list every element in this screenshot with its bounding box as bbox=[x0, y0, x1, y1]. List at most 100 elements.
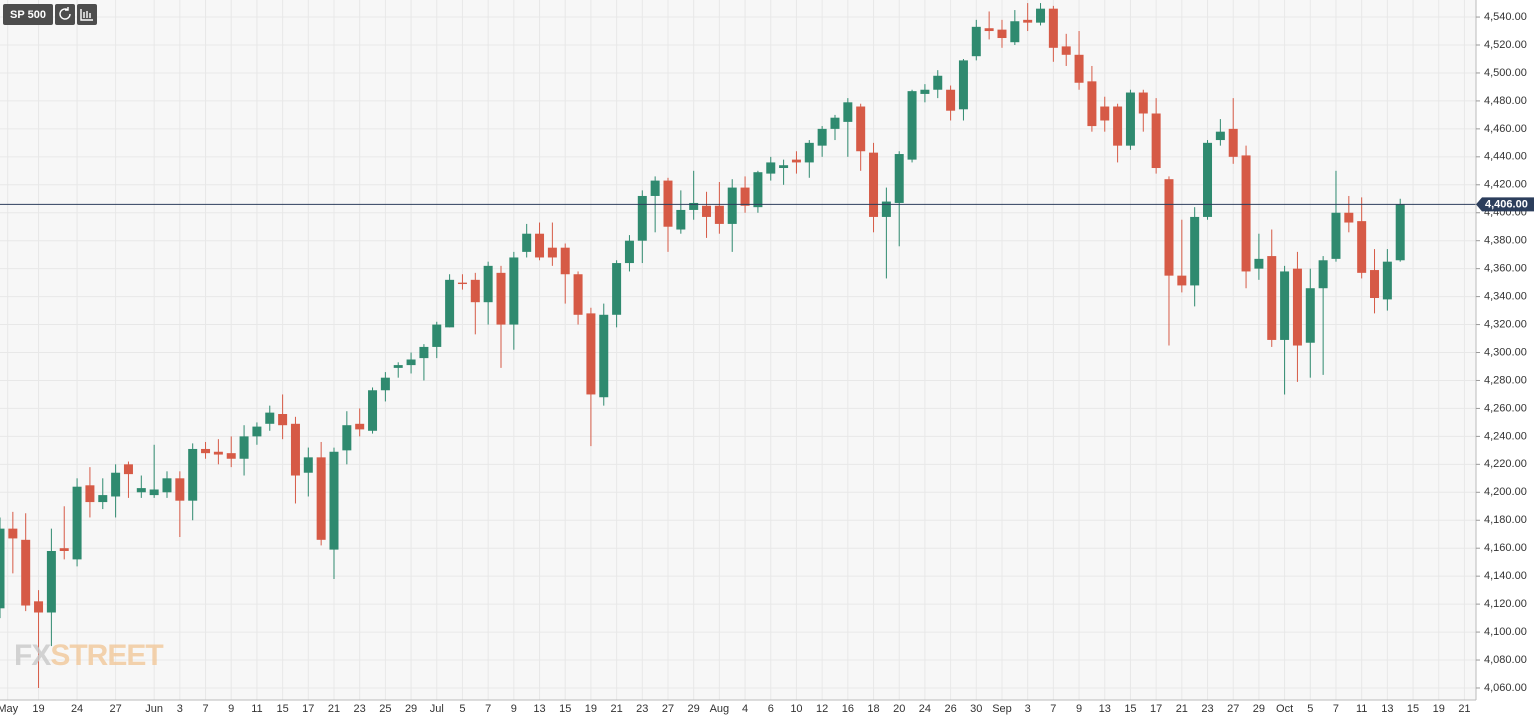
x-tick-label: 9 bbox=[511, 703, 517, 715]
candle-body bbox=[1395, 204, 1405, 261]
x-tick-label: 13 bbox=[1381, 703, 1393, 715]
candle-body bbox=[1151, 113, 1161, 169]
y-tick-label: 4,080.00 bbox=[1484, 654, 1527, 666]
candle-body bbox=[1215, 131, 1225, 141]
candle-body bbox=[689, 202, 699, 210]
candle-body bbox=[1164, 179, 1174, 276]
watermark-street-text: STREET bbox=[50, 639, 163, 672]
candle-body bbox=[766, 162, 776, 174]
refresh-button[interactable] bbox=[55, 4, 75, 25]
candle-body bbox=[445, 279, 455, 328]
x-tick-label: Jun bbox=[145, 703, 163, 715]
candle-body bbox=[727, 187, 737, 224]
candle-body bbox=[1125, 92, 1135, 146]
candle-body bbox=[162, 478, 172, 493]
candle-body bbox=[1228, 128, 1238, 157]
chart-type-icon bbox=[80, 9, 93, 21]
x-tick-label: Sep bbox=[992, 703, 1012, 715]
candle-body bbox=[676, 209, 686, 230]
candle-body bbox=[1241, 155, 1251, 272]
y-tick-label: 4,160.00 bbox=[1484, 542, 1527, 554]
candle-body bbox=[1254, 258, 1264, 269]
x-tick-label: 27 bbox=[1227, 703, 1239, 715]
candle-body bbox=[265, 412, 275, 424]
y-tick-label: 4,120.00 bbox=[1484, 598, 1527, 610]
candle-body bbox=[740, 187, 750, 206]
candle-body bbox=[123, 464, 133, 475]
candle-body bbox=[59, 548, 69, 551]
candle-body bbox=[971, 26, 981, 57]
y-tick-label: 4,100.00 bbox=[1484, 626, 1527, 638]
y-tick-label: 4,460.00 bbox=[1484, 123, 1527, 135]
x-tick-label: 19 bbox=[585, 703, 597, 715]
candle-body bbox=[791, 159, 801, 163]
y-tick-label: 4,420.00 bbox=[1484, 179, 1527, 191]
x-tick-label: 13 bbox=[1099, 703, 1111, 715]
x-tick-label: 24 bbox=[919, 703, 931, 715]
candle-body bbox=[1190, 216, 1200, 286]
y-tick-label: 4,260.00 bbox=[1484, 402, 1527, 414]
candle-body bbox=[535, 233, 545, 258]
price-label: 4,406.00 bbox=[1485, 198, 1528, 210]
candle-body bbox=[881, 201, 891, 217]
candle-body bbox=[239, 436, 249, 459]
candle-body bbox=[702, 205, 712, 217]
candle-body bbox=[817, 128, 827, 146]
candle-body bbox=[1113, 106, 1123, 146]
x-tick-label: 21 bbox=[610, 703, 622, 715]
x-tick-label: 23 bbox=[1201, 703, 1213, 715]
plot-area bbox=[0, 0, 1476, 700]
candle-body bbox=[753, 172, 763, 208]
candle-body bbox=[637, 195, 647, 241]
y-tick-label: 4,220.00 bbox=[1484, 458, 1527, 470]
candle-body bbox=[1344, 212, 1354, 223]
candle-body bbox=[355, 423, 365, 430]
candle-body bbox=[1267, 256, 1277, 340]
candle-body bbox=[329, 451, 339, 550]
x-tick-label: 5 bbox=[1307, 703, 1313, 715]
y-tick-label: 4,520.00 bbox=[1484, 39, 1527, 51]
candle-body bbox=[226, 453, 236, 459]
candle-body bbox=[303, 457, 313, 473]
x-tick-label: 4 bbox=[742, 703, 748, 715]
watermark-fx-text: FX bbox=[14, 639, 51, 672]
x-tick-label: 7 bbox=[1050, 703, 1056, 715]
candles bbox=[0, 3, 1476, 688]
y-tick-label: 4,200.00 bbox=[1484, 486, 1527, 498]
candle-body bbox=[111, 472, 121, 497]
y-tick-label: 4,360.00 bbox=[1484, 263, 1527, 275]
candle-body bbox=[457, 282, 467, 285]
x-tick-label: 25 bbox=[379, 703, 391, 715]
watermark: FXSTREET bbox=[14, 639, 164, 672]
x-tick-label: 7 bbox=[1333, 703, 1339, 715]
x-tick-label: 21 bbox=[328, 703, 340, 715]
candle-body bbox=[1292, 268, 1302, 346]
x-tick-label: 29 bbox=[1253, 703, 1265, 715]
x-tick-label: 17 bbox=[1150, 703, 1162, 715]
candle-body bbox=[624, 240, 634, 264]
candle-body bbox=[1370, 270, 1380, 299]
candle-body bbox=[213, 451, 223, 455]
candle-body bbox=[933, 75, 943, 90]
candle-body bbox=[419, 346, 429, 359]
candle-body bbox=[1305, 288, 1315, 343]
candle-body bbox=[188, 448, 198, 501]
candle-body bbox=[278, 414, 288, 426]
candle-body bbox=[1177, 275, 1187, 286]
candle-body bbox=[85, 485, 95, 503]
x-tick-label: Oct bbox=[1276, 703, 1293, 715]
candle-body bbox=[522, 233, 532, 252]
candle-body bbox=[907, 91, 917, 160]
x-tick-label: 21 bbox=[1176, 703, 1188, 715]
candle-body bbox=[406, 359, 416, 366]
y-tick-label: 4,280.00 bbox=[1484, 374, 1527, 386]
axes: 4,060.00 4,080.00 4,100.00 4,120.00 4,140.00… bbox=[0, 11, 1534, 715]
x-tick-label: 5 bbox=[459, 703, 465, 715]
candle-body bbox=[1061, 46, 1071, 55]
x-tick-label: 7 bbox=[202, 703, 208, 715]
y-tick-label: 4,140.00 bbox=[1484, 570, 1527, 582]
candle-body bbox=[830, 117, 840, 129]
x-tick-label: 11 bbox=[1356, 703, 1367, 715]
x-tick-label: 10 bbox=[790, 703, 802, 715]
